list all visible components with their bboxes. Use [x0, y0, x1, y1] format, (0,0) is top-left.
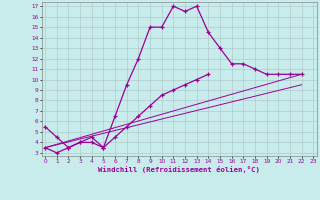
X-axis label: Windchill (Refroidissement éolien,°C): Windchill (Refroidissement éolien,°C): [98, 166, 260, 173]
